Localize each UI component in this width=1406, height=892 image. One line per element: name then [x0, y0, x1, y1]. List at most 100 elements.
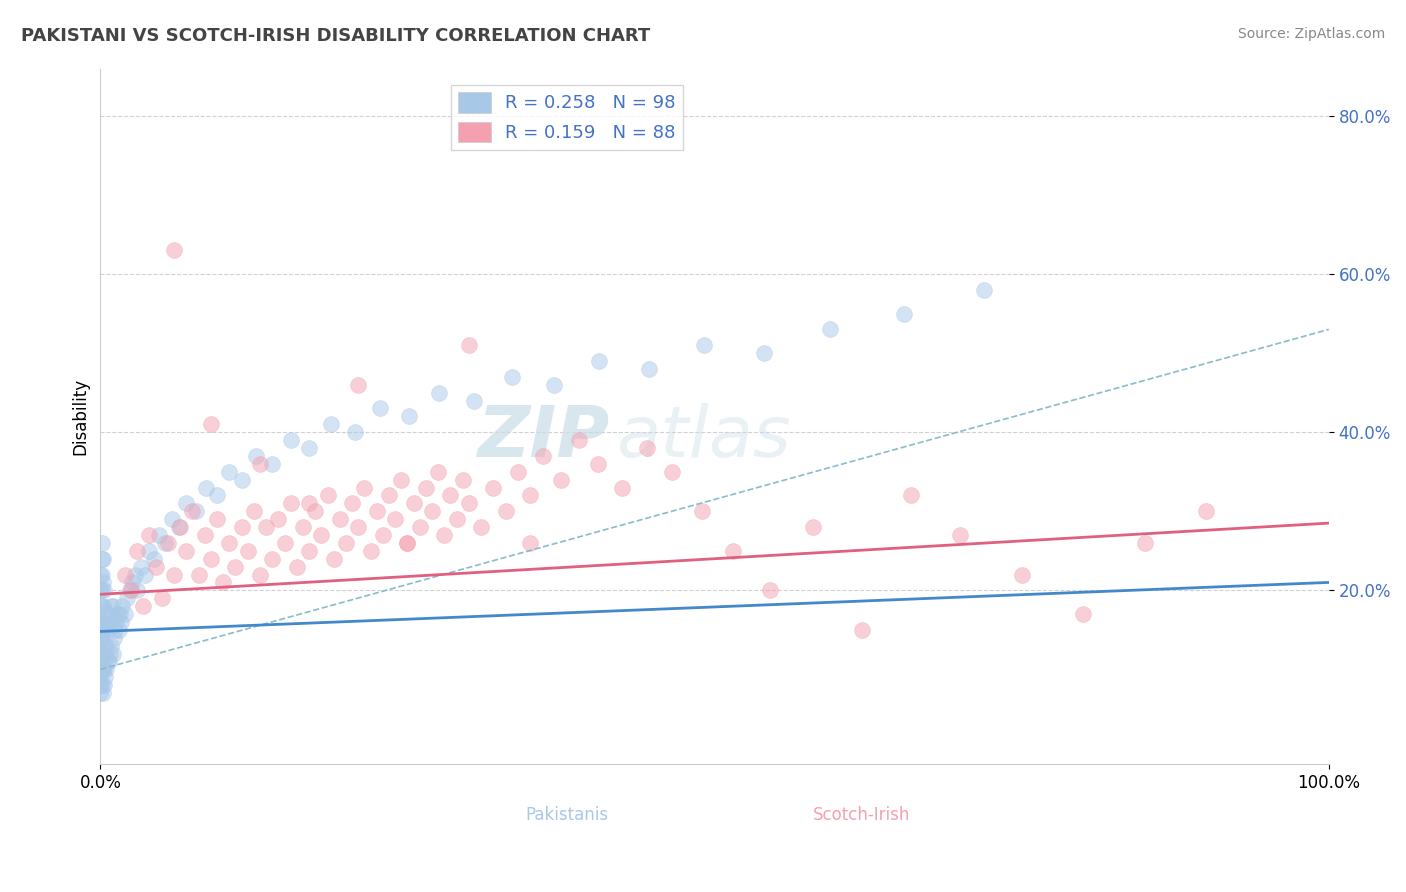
Point: [93, 639, 115, 653]
Point: [463, 393, 485, 408]
Point: [89, 615, 111, 629]
Point: [91, 647, 114, 661]
Point: [335, 536, 357, 550]
Point: [316, 488, 339, 502]
Point: [501, 369, 523, 384]
Point: [550, 473, 572, 487]
Point: [127, 583, 149, 598]
Point: [90, 631, 112, 645]
Point: [752, 346, 775, 360]
Point: [114, 567, 136, 582]
Point: [97, 655, 120, 669]
Point: [378, 488, 401, 502]
Point: [801, 520, 824, 534]
Point: [205, 488, 228, 502]
Point: [353, 481, 375, 495]
Text: Pakistanis: Pakistanis: [526, 806, 609, 824]
Point: [245, 449, 267, 463]
Point: [457, 338, 479, 352]
Point: [105, 615, 128, 629]
Point: [89, 639, 111, 653]
Point: [89, 647, 111, 661]
Point: [186, 504, 208, 518]
Point: [101, 647, 124, 661]
Point: [588, 354, 610, 368]
Point: [973, 283, 995, 297]
Point: [98, 647, 121, 661]
Point: [482, 481, 505, 495]
Point: [343, 425, 366, 440]
Point: [224, 559, 246, 574]
Point: [543, 377, 565, 392]
Point: [506, 465, 529, 479]
Point: [89, 599, 111, 614]
Point: [218, 465, 240, 479]
Point: [366, 504, 388, 518]
Point: [163, 567, 186, 582]
Point: [143, 551, 166, 566]
Point: [396, 536, 419, 550]
Point: [900, 488, 922, 502]
Point: [89, 567, 111, 582]
Point: [89, 631, 111, 645]
Point: [236, 543, 259, 558]
Point: [108, 607, 131, 621]
Point: [100, 639, 122, 653]
Point: [124, 567, 146, 582]
Point: [402, 496, 425, 510]
Point: [107, 623, 129, 637]
Point: [150, 591, 173, 606]
Point: [156, 536, 179, 550]
Point: [636, 441, 658, 455]
Point: [292, 520, 315, 534]
Point: [262, 457, 284, 471]
Point: [90, 599, 112, 614]
Point: [398, 409, 420, 424]
Point: [89, 662, 111, 676]
Point: [1133, 536, 1156, 550]
Point: [531, 449, 554, 463]
Point: [98, 607, 121, 621]
Point: [267, 512, 290, 526]
Point: [321, 417, 343, 432]
Point: [200, 551, 222, 566]
Point: [104, 623, 127, 637]
Point: [195, 481, 218, 495]
Point: [661, 465, 683, 479]
Point: [280, 496, 302, 510]
Point: [89, 655, 111, 669]
Point: [638, 362, 661, 376]
Point: [91, 599, 114, 614]
Point: [200, 417, 222, 432]
Point: [187, 567, 209, 582]
Point: [155, 536, 177, 550]
Point: [298, 496, 321, 510]
Text: Source: ZipAtlas.com: Source: ZipAtlas.com: [1237, 27, 1385, 41]
Point: [90, 567, 112, 582]
Point: [427, 465, 450, 479]
Point: [120, 583, 142, 598]
Point: [100, 599, 122, 614]
Point: [396, 536, 419, 550]
Point: [433, 528, 456, 542]
Point: [231, 520, 253, 534]
Point: [89, 623, 111, 637]
Point: [586, 457, 609, 471]
Point: [851, 623, 873, 637]
Point: [110, 615, 132, 629]
Point: [384, 512, 406, 526]
Point: [446, 512, 468, 526]
Point: [129, 559, 152, 574]
Text: ZIP: ZIP: [478, 403, 610, 472]
Point: [89, 670, 111, 684]
Point: [94, 647, 117, 661]
Point: [96, 639, 118, 653]
Point: [690, 504, 713, 518]
Point: [111, 599, 134, 614]
Point: [91, 623, 114, 637]
Legend: R = 0.258   N = 98, R = 0.159   N = 88: R = 0.258 N = 98, R = 0.159 N = 88: [451, 85, 683, 150]
Point: [285, 559, 308, 574]
Point: [470, 520, 492, 534]
Text: PAKISTANI VS SCOTCH-IRISH DISABILITY CORRELATION CHART: PAKISTANI VS SCOTCH-IRISH DISABILITY COR…: [21, 27, 651, 45]
Point: [612, 481, 634, 495]
